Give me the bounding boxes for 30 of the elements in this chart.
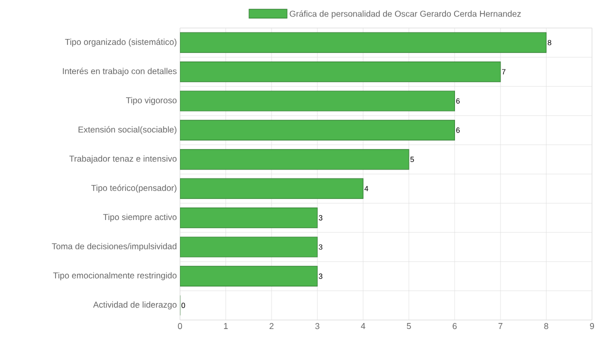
bar [180,208,318,228]
y-tick-label: Tipo siempre activo [103,214,177,222]
x-tick-label: 1 [224,323,228,329]
x-tick-label: 4 [360,323,366,329]
x-tick-label: 3 [315,323,320,330]
y-tick-label: Tipo teórico(pensador) [91,184,176,193]
y-tick-label: Tipo organizado (sistemático) [65,38,176,47]
x-tick-label: 2 [270,323,274,330]
x-tick-label: 0 [178,323,182,330]
x-tick-label: 7 [498,323,502,329]
y-tick-label: Tipo vigoroso [126,97,177,105]
bar [180,236,318,258]
bar [180,149,410,170]
y-tick-label: Tipo emocionalmente restringido [53,272,177,280]
y-tick-label: Actividad de liderazgo [93,301,177,310]
y-tick-label: Interés en trabajo con detalles [62,68,177,76]
x-tick-label: 8 [544,323,548,330]
bar [180,178,364,199]
x-tick-label: 6 [452,323,457,330]
bar [180,120,455,141]
bar [180,266,318,287]
legend-label: Gráfica de personalidad de Oscar Gerardo Cerda Hernandez [290,10,521,18]
bar [180,90,455,112]
y-tick-label: Extensión social(sociable) [78,126,176,134]
bar [180,62,501,82]
y-tick-label: Toma de decisiones/impulsividad [52,243,176,251]
bar [180,32,547,53]
y-tick-label: Trabajador tenaz e intensivo [69,155,177,164]
x-tick-label: 9 [590,323,594,330]
x-tick-label: 5 [406,323,411,330]
